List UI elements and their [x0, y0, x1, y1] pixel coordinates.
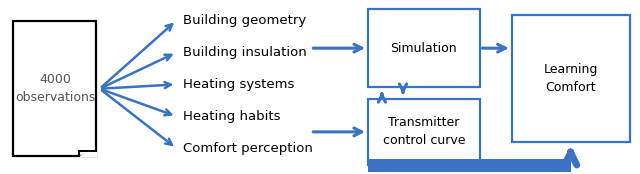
Text: Heating systems: Heating systems [182, 78, 294, 91]
Bar [511, 14, 630, 142]
Bar [13, 21, 97, 156]
Text: Building geometry: Building geometry [182, 14, 306, 27]
Bar [368, 9, 479, 87]
Text: Simulation: Simulation [390, 42, 457, 55]
Bar [368, 99, 479, 165]
Bar [368, 159, 571, 172]
Text: Heating habits: Heating habits [182, 110, 280, 123]
Text: Building insulation: Building insulation [182, 46, 307, 59]
Text: Transmitter
control curve: Transmitter control curve [383, 116, 465, 147]
Text: 4000
observations: 4000 observations [15, 73, 95, 104]
Text: Comfort perception: Comfort perception [182, 142, 312, 155]
Polygon shape [79, 151, 97, 156]
Text: Learning
Comfort: Learning Comfort [543, 63, 598, 94]
